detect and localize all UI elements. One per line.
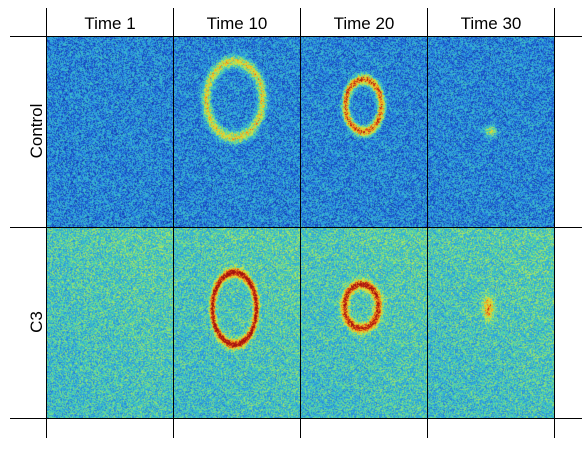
column-label-time-30: Time 30 [460,14,522,33]
panel-control-time-10 [174,37,300,227]
row-label-control: Control [27,103,46,159]
panel-c3-time-10 [174,228,300,418]
panel-control-time-20 [301,37,427,227]
panel-image [428,37,554,227]
row-label-c3: C3 [27,311,46,333]
panel-c3-time-30 [428,228,554,418]
panel-c3-time-20 [301,228,427,418]
grid-line-horizontal [10,418,582,419]
panel-image [428,228,554,418]
grid-line-horizontal [10,36,582,37]
panel-control-time-30 [428,37,554,227]
grid-line-horizontal [10,227,582,228]
grid-line-vertical [46,8,47,438]
panel-image [301,228,427,418]
panel-c3-time-1 [47,228,173,418]
grid-line-vertical [554,8,555,438]
panel-image [47,228,173,418]
column-label-time-20: Time 20 [333,14,395,33]
panel-image [47,37,173,227]
column-label-time-10: Time 10 [206,14,268,33]
column-label-time-1: Time 1 [84,14,136,33]
panel-control-time-1 [47,37,173,227]
grid-line-vertical [300,8,301,438]
grid-line-vertical [427,8,428,438]
panel-image [174,37,300,227]
panel-image [301,37,427,227]
panel-image [174,228,300,418]
grid-line-vertical [173,8,174,438]
